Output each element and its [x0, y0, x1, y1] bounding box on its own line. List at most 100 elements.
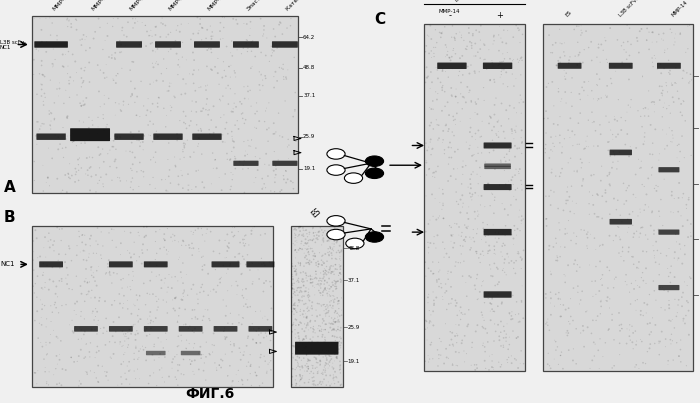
Point	[320, 353, 331, 359]
Point	[479, 162, 490, 168]
Point	[636, 164, 647, 171]
Point	[169, 295, 181, 301]
Point	[163, 140, 174, 146]
Point	[44, 244, 55, 251]
Point	[640, 310, 652, 316]
Point	[129, 239, 140, 245]
Point	[515, 177, 526, 184]
Point	[66, 317, 78, 324]
Point	[254, 82, 265, 88]
Point	[228, 171, 239, 178]
Point	[280, 167, 291, 174]
Point	[245, 65, 256, 71]
Point	[159, 280, 170, 286]
Point	[226, 38, 237, 44]
Point	[452, 146, 463, 153]
Text: 19.1: 19.1	[303, 166, 315, 171]
Point	[631, 338, 642, 344]
Point	[599, 35, 610, 41]
Point	[495, 59, 506, 66]
Point	[428, 270, 439, 277]
Point	[540, 216, 552, 222]
Point	[424, 165, 435, 172]
Point	[438, 296, 449, 303]
Point	[152, 133, 163, 140]
Point	[67, 51, 78, 58]
Point	[596, 303, 607, 310]
Point	[563, 318, 574, 325]
Point	[634, 206, 645, 212]
Point	[593, 214, 604, 220]
Point	[163, 48, 174, 55]
Text: 37.1: 37.1	[347, 278, 360, 283]
Point	[315, 323, 326, 329]
Point	[225, 85, 236, 92]
Point	[685, 71, 696, 77]
Point	[297, 326, 308, 332]
Point	[124, 381, 135, 387]
Point	[63, 18, 74, 24]
Point	[268, 73, 279, 80]
Point	[245, 361, 256, 368]
Point	[484, 113, 495, 119]
Point	[433, 185, 444, 191]
Point	[84, 45, 95, 51]
Point	[104, 135, 116, 142]
Point	[167, 238, 178, 244]
Point	[34, 253, 46, 260]
Point	[484, 247, 496, 253]
Point	[124, 250, 135, 256]
Point	[265, 337, 276, 344]
Point	[506, 353, 517, 359]
Point	[445, 173, 456, 179]
Point	[232, 283, 243, 289]
Point	[80, 33, 92, 40]
Point	[666, 82, 678, 88]
Point	[71, 27, 82, 33]
Point	[98, 183, 109, 190]
FancyBboxPatch shape	[484, 291, 512, 298]
Point	[261, 368, 272, 374]
Point	[328, 247, 339, 254]
Point	[624, 25, 635, 31]
Point	[107, 76, 118, 82]
Point	[221, 43, 232, 50]
Point	[300, 240, 311, 247]
Point	[482, 226, 493, 233]
Point	[314, 362, 326, 368]
Point	[303, 357, 314, 364]
Point	[549, 303, 560, 310]
Point	[670, 231, 681, 238]
Point	[495, 74, 506, 80]
Point	[513, 311, 524, 317]
Point	[428, 44, 440, 51]
Point	[326, 247, 337, 253]
Point	[106, 226, 118, 233]
Point	[178, 154, 190, 161]
Point	[684, 274, 695, 280]
Point	[466, 99, 477, 105]
Point	[109, 339, 120, 346]
Point	[195, 21, 206, 27]
Point	[573, 23, 584, 29]
Point	[195, 343, 206, 350]
Point	[489, 250, 500, 257]
Point	[685, 275, 696, 282]
Point	[80, 368, 91, 375]
Point	[329, 333, 340, 340]
Point	[298, 233, 309, 239]
Point	[268, 168, 279, 174]
Point	[480, 159, 491, 165]
Point	[148, 174, 159, 181]
Point	[643, 106, 654, 112]
Point	[214, 276, 225, 283]
Point	[663, 357, 674, 364]
Point	[238, 303, 249, 310]
Point	[300, 245, 311, 251]
Point	[631, 341, 642, 348]
Point	[92, 241, 104, 248]
Point	[288, 265, 300, 272]
Point	[618, 180, 629, 187]
Point	[575, 96, 586, 103]
Point	[439, 147, 450, 153]
